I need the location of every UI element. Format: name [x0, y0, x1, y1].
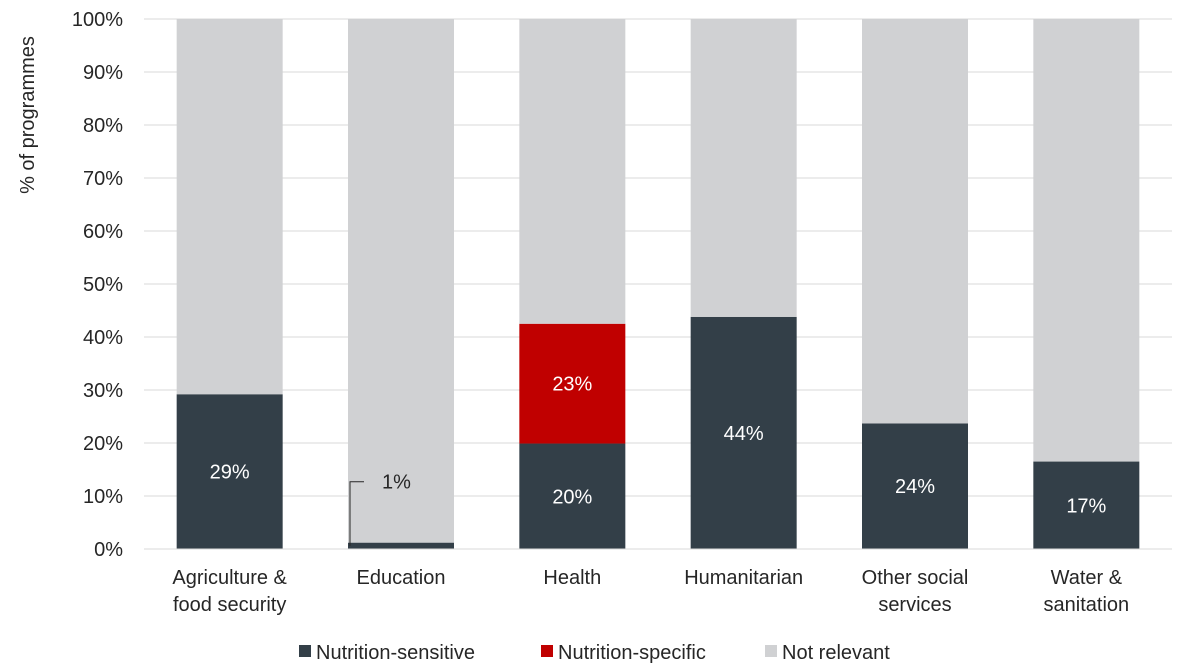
x-category-label: food security	[173, 594, 286, 616]
data-label: 44%	[724, 423, 764, 445]
legend: Nutrition-sensitive Nutrition-specific Not…	[299, 642, 890, 664]
legend-swatch	[765, 645, 777, 657]
bar-segment	[348, 19, 454, 543]
y-axis-tick-labels: 0% 10% 20% 30% 40% 50% 60% 70% 80% 90% 100%	[72, 9, 123, 561]
y-tick-label: 10%	[83, 486, 123, 508]
legend-swatch	[541, 645, 553, 657]
data-label: 29%	[210, 462, 250, 484]
y-tick-label: 40%	[83, 327, 123, 349]
legend-label: Nutrition-specific	[558, 642, 706, 664]
bar-segment	[690, 19, 797, 317]
x-category-label: Humanitarian	[684, 567, 803, 589]
y-tick-label: 50%	[83, 274, 123, 296]
x-category-label: services	[878, 594, 951, 616]
y-tick-label: 70%	[83, 168, 123, 190]
bar-segment	[1033, 461, 1140, 549]
y-tick-label: 20%	[83, 433, 123, 455]
y-tick-label: 30%	[83, 380, 123, 402]
data-label: 17%	[1066, 495, 1106, 517]
gridlines	[144, 18, 1172, 497]
bar-segment	[519, 443, 626, 549]
bar-segment	[176, 19, 283, 395]
x-category-label: Other social	[862, 567, 969, 589]
data-label: 1%	[382, 472, 411, 494]
bars	[176, 19, 1140, 549]
bar-segment	[862, 423, 968, 549]
bar-segment	[519, 19, 626, 324]
y-tick-label: 90%	[83, 62, 123, 84]
x-category-label: Agriculture &	[172, 567, 287, 589]
x-category-label: Education	[357, 567, 446, 589]
legend-label: Nutrition-sensitive	[316, 642, 475, 664]
x-category-label: Water &	[1051, 567, 1123, 589]
y-tick-label: 80%	[83, 115, 123, 137]
data-label: 23%	[552, 374, 592, 396]
legend-label: Not relevant	[782, 642, 890, 664]
data-label: 24%	[895, 476, 935, 498]
legend-swatch	[299, 645, 311, 657]
bar-segment	[1033, 19, 1140, 462]
data-label: 20%	[552, 486, 592, 508]
bar-segment	[176, 394, 283, 549]
y-tick-label: 0%	[94, 539, 123, 561]
x-category-label: Health	[543, 567, 601, 589]
bar-segment	[690, 316, 797, 549]
bar-segment	[519, 323, 626, 444]
y-tick-label: 100%	[72, 9, 123, 31]
bar-segment	[348, 542, 454, 549]
x-axis-category-labels: Agriculture & food security Education Healt…	[172, 567, 1129, 616]
data-labels: 29% 1% 20% 23% 44% 24% 17%	[210, 374, 1107, 546]
x-category-label: sanitation	[1044, 594, 1130, 616]
y-tick-label: 60%	[83, 221, 123, 243]
data-label-leader-line	[349, 481, 364, 546]
bar-segment	[862, 19, 968, 424]
y-axis-title: % of programmes	[17, 36, 39, 194]
